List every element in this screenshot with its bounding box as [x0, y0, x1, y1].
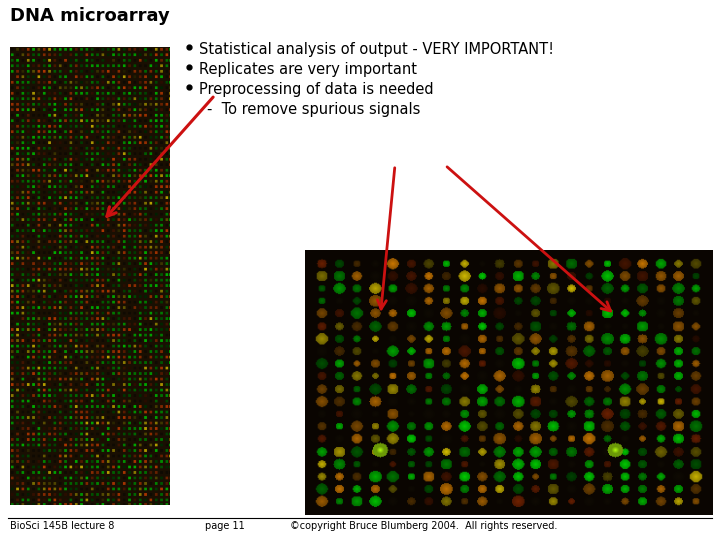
Text: -  To remove spurious signals: - To remove spurious signals — [207, 102, 420, 117]
Text: DNA microarray: DNA microarray — [10, 7, 170, 25]
Text: Preprocessing of data is needed: Preprocessing of data is needed — [199, 82, 433, 97]
Text: BioSci 145B lecture 8: BioSci 145B lecture 8 — [10, 521, 114, 531]
Text: page 11: page 11 — [205, 521, 245, 531]
Text: Replicates are very important: Replicates are very important — [199, 62, 417, 77]
Text: ©copyright Bruce Blumberg 2004.  All rights reserved.: ©copyright Bruce Blumberg 2004. All righ… — [290, 521, 557, 531]
Text: Statistical analysis of output - VERY IMPORTANT!: Statistical analysis of output - VERY IM… — [199, 42, 554, 57]
